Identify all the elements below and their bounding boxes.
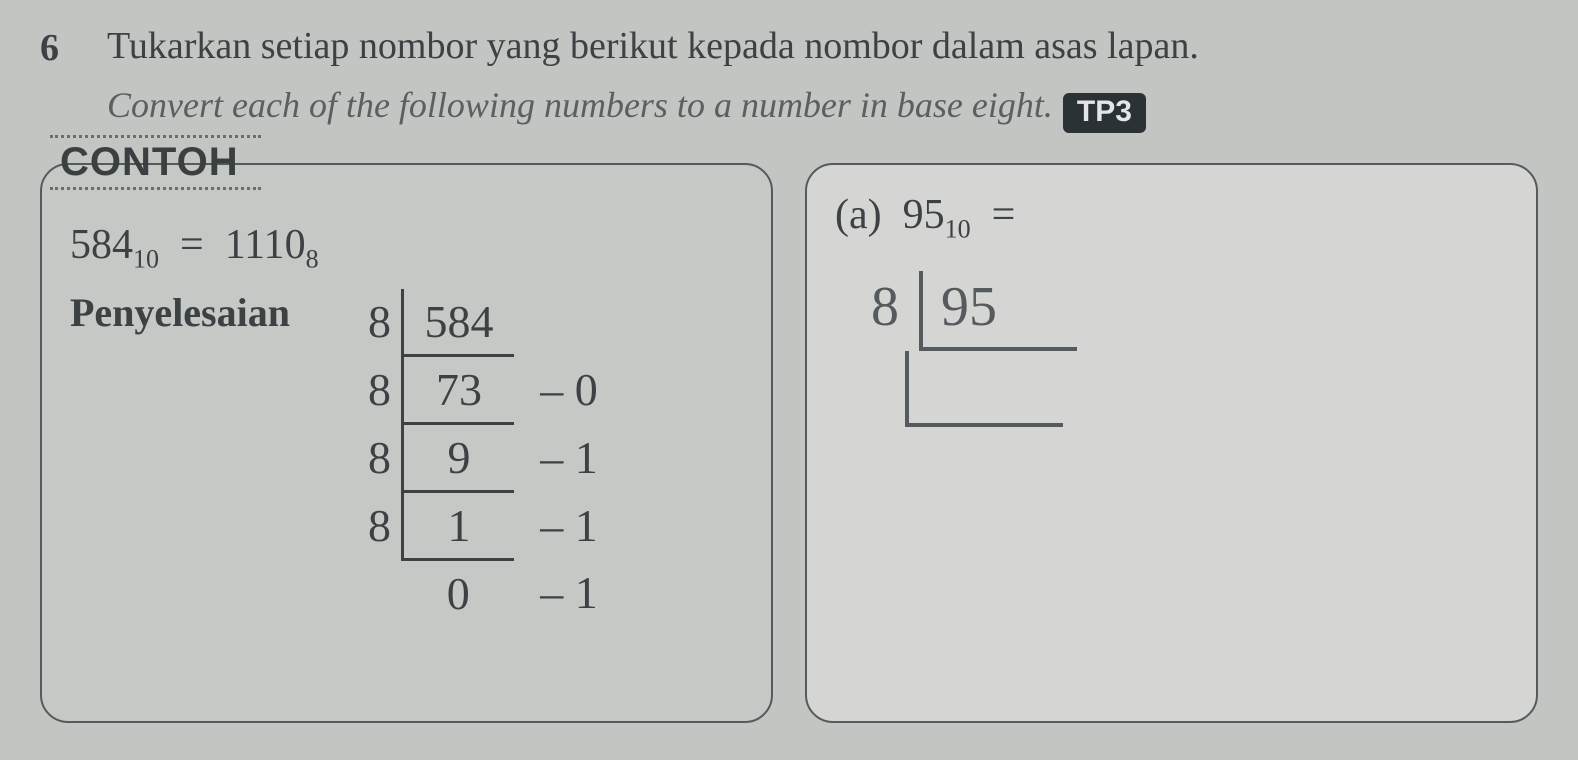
ladder-row: 873– 0 — [358, 355, 624, 423]
answer-columns: CONTOH 58410 = 11108 Penyelesaian 858487… — [40, 163, 1538, 723]
ladder-row: 89– 1 — [358, 423, 624, 491]
ladder-divisor — [358, 559, 403, 626]
hand-quotient-blank — [905, 351, 1063, 427]
ladder-quotient: 73 — [402, 355, 514, 423]
example-card: CONTOH 58410 = 11108 Penyelesaian 858487… — [40, 163, 773, 723]
ladder-quotient: 9 — [402, 423, 514, 491]
question-text-en: Convert each of the following numbers to… — [107, 85, 1053, 125]
hand-divisor-blank — [865, 351, 905, 423]
question-text-block: Tukarkan setiap nombor yang berikut kepa… — [107, 24, 1538, 149]
ladder-divisor: 8 — [358, 289, 403, 356]
example-rhs-value: 1110 — [225, 222, 306, 268]
part-a-card: (a) 9510 = 8 95 — [805, 163, 1538, 723]
solution-label: Penyelesaian — [70, 289, 290, 336]
hand-divisor: 8 — [865, 271, 919, 343]
handwritten-ladder: 8 95 — [865, 271, 1508, 427]
ladder-remainder: – 0 — [514, 355, 624, 423]
ladder-remainder: – 1 — [514, 491, 624, 559]
ladder-remainder: – 1 — [514, 423, 624, 491]
ladder-row: 8584 — [358, 289, 624, 356]
contoh-tab: CONTOH — [50, 135, 261, 190]
ladder-quotient: 1 — [402, 491, 514, 559]
example-rhs-base: 8 — [306, 245, 319, 274]
part-a-value: 95 — [903, 192, 945, 238]
ladder-row: 0– 1 — [358, 559, 624, 626]
ladder-remainder: – 1 — [514, 559, 624, 626]
question-number: 6 — [40, 24, 59, 70]
part-a-equals: = — [992, 192, 1016, 238]
question-text-ms: Tukarkan setiap nombor yang berikut kepa… — [107, 24, 1538, 68]
ladder-remainder — [514, 289, 624, 356]
part-a-label: (a) 9510 = — [835, 191, 1508, 244]
question-header: 6 Tukarkan setiap nombor yang berikut ke… — [40, 24, 1538, 149]
division-ladder: 8584873– 089– 181– 10– 1 — [358, 289, 624, 626]
example-lhs-value: 584 — [70, 222, 133, 268]
example-equation: 58410 = 11108 — [70, 221, 743, 274]
ladder-quotient: 584 — [402, 289, 514, 356]
ladder-row: 81– 1 — [358, 491, 624, 559]
ladder-divisor: 8 — [358, 491, 403, 559]
hand-dividend: 95 — [919, 271, 1077, 351]
part-a-prefix: (a) — [835, 192, 882, 238]
ladder-divisor: 8 — [358, 355, 403, 423]
ladder-divisor: 8 — [358, 423, 403, 491]
part-a-base: 10 — [945, 215, 971, 244]
ladder-quotient: 0 — [402, 559, 514, 626]
example-lhs-base: 10 — [133, 245, 159, 274]
tp-badge: TP3 — [1063, 93, 1146, 133]
